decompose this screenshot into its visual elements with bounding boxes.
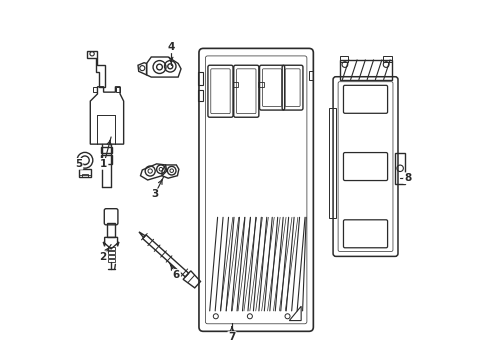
Bar [258, 82, 263, 87]
Bar [82, 174, 88, 177]
Bar [382, 56, 391, 62]
Bar [101, 147, 112, 153]
Bar [198, 72, 203, 85]
Bar [198, 90, 203, 101]
Bar [329, 108, 335, 218]
Bar [107, 251, 115, 254]
Bar [232, 82, 237, 87]
Text: 6: 6 [172, 270, 180, 280]
Bar [308, 71, 313, 80]
Bar [107, 259, 115, 262]
Text: 8: 8 [403, 173, 410, 183]
Bar [106, 223, 115, 237]
Text: 4: 4 [167, 42, 174, 52]
Text: 7: 7 [228, 332, 235, 342]
Text: 3: 3 [151, 189, 158, 199]
Text: 5: 5 [75, 159, 82, 169]
Bar [93, 87, 97, 92]
Bar [107, 255, 115, 258]
Bar [107, 247, 115, 250]
Bar [101, 155, 112, 164]
Bar [116, 87, 120, 92]
Text: 1: 1 [100, 159, 107, 169]
Bar [79, 169, 90, 177]
Text: 2: 2 [99, 252, 106, 262]
Bar [339, 56, 348, 62]
